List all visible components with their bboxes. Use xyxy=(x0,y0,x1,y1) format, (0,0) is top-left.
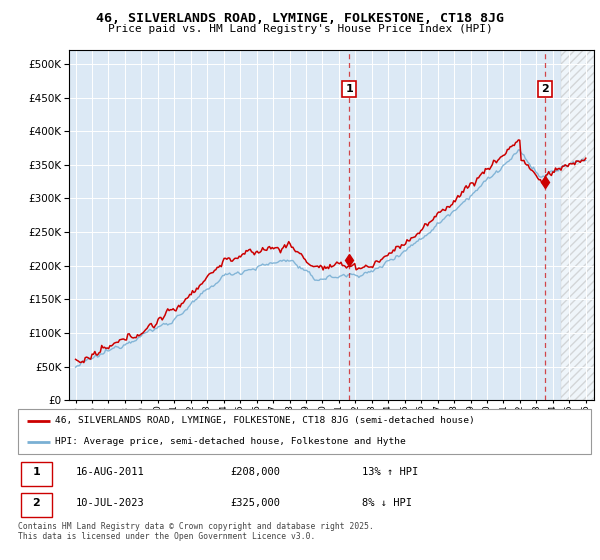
Text: 46, SILVERLANDS ROAD, LYMINGE, FOLKESTONE, CT18 8JG (semi-detached house): 46, SILVERLANDS ROAD, LYMINGE, FOLKESTON… xyxy=(55,417,475,426)
Text: 16-AUG-2011: 16-AUG-2011 xyxy=(76,467,144,477)
Text: 1: 1 xyxy=(32,467,40,477)
Text: 1: 1 xyxy=(345,84,353,94)
Text: 46, SILVERLANDS ROAD, LYMINGE, FOLKESTONE, CT18 8JG: 46, SILVERLANDS ROAD, LYMINGE, FOLKESTON… xyxy=(96,12,504,25)
FancyBboxPatch shape xyxy=(21,462,52,486)
FancyBboxPatch shape xyxy=(18,409,591,454)
Text: 8% ↓ HPI: 8% ↓ HPI xyxy=(362,498,412,508)
Text: 10-JUL-2023: 10-JUL-2023 xyxy=(76,498,144,508)
Text: HPI: Average price, semi-detached house, Folkestone and Hythe: HPI: Average price, semi-detached house,… xyxy=(55,437,406,446)
Text: Contains HM Land Registry data © Crown copyright and database right 2025.
This d: Contains HM Land Registry data © Crown c… xyxy=(18,522,374,542)
FancyBboxPatch shape xyxy=(21,493,52,517)
Bar xyxy=(561,50,594,400)
Text: Price paid vs. HM Land Registry's House Price Index (HPI): Price paid vs. HM Land Registry's House … xyxy=(107,24,493,34)
Text: £325,000: £325,000 xyxy=(230,498,280,508)
Text: 13% ↑ HPI: 13% ↑ HPI xyxy=(362,467,418,477)
Text: 2: 2 xyxy=(541,84,549,94)
Text: 2: 2 xyxy=(32,498,40,508)
Text: £208,000: £208,000 xyxy=(230,467,280,477)
